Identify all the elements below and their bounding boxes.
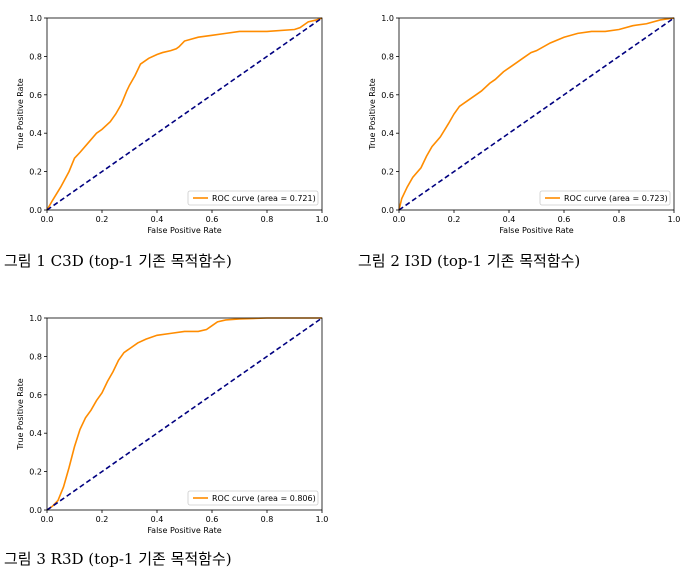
x-tick-label: 0.0 (41, 515, 54, 524)
y-tick-label: 0.2 (29, 168, 42, 177)
y-tick-label: 0.4 (381, 129, 394, 138)
x-tick-label: 0.4 (151, 215, 164, 224)
y-tick-label: 0.6 (29, 91, 42, 100)
roc-plot-svg: 0.0 0.2 0.4 0.6 0.8 1.0 0.0 0.2 0.4 0.6 0.8 1.0 Fals… (368, 14, 681, 235)
x-axis-label: False Positive Rate (499, 226, 573, 235)
legend-label: ROC curve (area = 0.806) (212, 494, 316, 503)
x-tick-label: 1.0 (316, 515, 329, 524)
x-tick-label: 0.4 (151, 515, 164, 524)
x-tick-label: 0.2 (96, 215, 109, 224)
roc-chart-c3d: 0.0 0.2 0.4 0.6 0.8 1.0 0.0 0.2 0.4 0.6 0.8 1.0 Fals… (0, 0, 340, 236)
y-tick-label: 0.0 (29, 206, 42, 215)
y-tick-label: 1.0 (29, 314, 42, 323)
y-tick-label: 0.6 (29, 391, 42, 400)
y-tick-label: 0.2 (381, 168, 394, 177)
y-axis-label: True Positive Rate (16, 378, 25, 450)
x-tick-label: 0.0 (41, 215, 54, 224)
roc-curve-line (398, 17, 675, 211)
figure-caption-2: 그림 2 I3D (top-1 기존 목적함수) (358, 252, 581, 270)
x-tick-label: 0.6 (206, 215, 219, 224)
x-tick-label: 0.8 (261, 515, 274, 524)
x-tick-label: 0.2 (96, 515, 109, 524)
y-tick-label: 0.2 (29, 468, 42, 477)
roc-curve-line (46, 17, 323, 211)
y-tick-label: 0.8 (381, 52, 394, 61)
y-tick-label: 0.4 (29, 129, 42, 138)
plot-frame (46, 317, 323, 511)
legend-box (187, 490, 319, 506)
roc-chart-i3d: 0.0 0.2 0.4 0.6 0.8 1.0 0.0 0.2 0.4 0.6 0.8 1.0 Fals… (352, 0, 689, 236)
chance-diagonal-line (46, 17, 323, 211)
x-tick-label: 0.8 (613, 215, 626, 224)
x-tick-label: 0.6 (206, 515, 219, 524)
plot-frame (398, 17, 675, 211)
x-axis-label: False Positive Rate (147, 526, 221, 535)
y-tick-label: 0.4 (29, 429, 42, 438)
y-tick-label: 0.8 (29, 352, 42, 361)
legend-box (539, 190, 671, 206)
x-tick-label: 0.2 (448, 215, 461, 224)
y-tick-label: 1.0 (381, 14, 394, 23)
legend-box (187, 190, 319, 206)
y-tick-label: 1.0 (29, 14, 42, 23)
x-tick-label: 0.8 (261, 215, 274, 224)
x-tick-label: 0.4 (503, 215, 516, 224)
y-tick-label: 0.0 (29, 506, 42, 515)
x-tick-label: 0.6 (558, 215, 571, 224)
y-tick-label: 0.6 (381, 91, 394, 100)
y-axis-label: True Positive Rate (368, 78, 377, 150)
y-tick-label: 0.0 (381, 206, 394, 215)
x-tick-label: 1.0 (668, 215, 681, 224)
x-tick-label: 0.0 (393, 215, 406, 224)
roc-chart-r3d: 0.0 0.2 0.4 0.6 0.8 1.0 0.0 0.2 0.4 0.6 0.8 1.0 Fals… (0, 300, 340, 536)
legend-label: ROC curve (area = 0.721) (212, 194, 316, 203)
plot-frame (46, 17, 323, 211)
chance-diagonal-line (398, 17, 675, 211)
roc-plot-svg: 0.0 0.2 0.4 0.6 0.8 1.0 0.0 0.2 0.4 0.6 0.8 1.0 Fals… (16, 14, 329, 235)
roc-plot-svg: 0.0 0.2 0.4 0.6 0.8 1.0 0.0 0.2 0.4 0.6 0.8 1.0 Fals… (16, 314, 329, 535)
x-tick-label: 1.0 (316, 215, 329, 224)
figure-caption-1: 그림 1 C3D (top-1 기존 목적함수) (4, 252, 232, 270)
x-axis-label: False Positive Rate (147, 226, 221, 235)
legend-label: ROC curve (area = 0.723) (564, 194, 668, 203)
y-axis-label: True Positive Rate (16, 78, 25, 150)
y-tick-label: 0.8 (29, 52, 42, 61)
roc-curve-line (46, 317, 322, 511)
figure-caption-3: 그림 3 R3D (top-1 기존 목적함수) (4, 550, 232, 568)
